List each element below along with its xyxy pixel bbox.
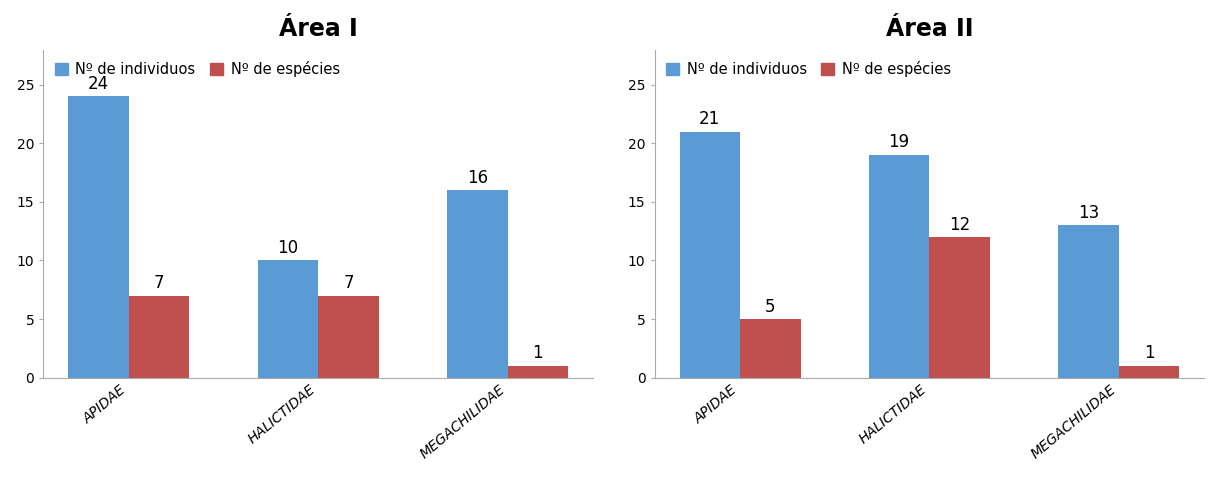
Title: Área I: Área I bbox=[278, 17, 358, 41]
Text: 7: 7 bbox=[154, 274, 165, 292]
Bar bbox=[129, 295, 189, 378]
Bar bbox=[447, 190, 508, 378]
Title: Área II: Área II bbox=[885, 17, 973, 41]
Text: 13: 13 bbox=[1078, 204, 1099, 222]
Bar bbox=[1118, 366, 1179, 378]
Legend: Nº de individuos, Nº de espécies: Nº de individuos, Nº de espécies bbox=[50, 57, 344, 82]
Text: 24: 24 bbox=[88, 75, 109, 93]
Bar bbox=[1059, 225, 1118, 378]
Bar bbox=[319, 295, 379, 378]
Bar bbox=[258, 261, 319, 378]
Bar bbox=[740, 319, 801, 378]
Bar bbox=[929, 237, 990, 378]
Text: 21: 21 bbox=[700, 110, 720, 128]
Legend: Nº de individuos, Nº de espécies: Nº de individuos, Nº de espécies bbox=[662, 57, 955, 82]
Text: 5: 5 bbox=[766, 297, 775, 315]
Bar bbox=[869, 155, 929, 378]
Text: 10: 10 bbox=[277, 239, 298, 257]
Text: 19: 19 bbox=[889, 133, 910, 152]
Text: 1: 1 bbox=[532, 344, 543, 362]
Text: 7: 7 bbox=[343, 274, 354, 292]
Bar bbox=[68, 97, 129, 378]
Bar bbox=[508, 366, 568, 378]
Text: 16: 16 bbox=[466, 169, 488, 186]
Text: 12: 12 bbox=[949, 216, 971, 233]
Text: 1: 1 bbox=[1144, 344, 1154, 362]
Bar bbox=[680, 131, 740, 378]
